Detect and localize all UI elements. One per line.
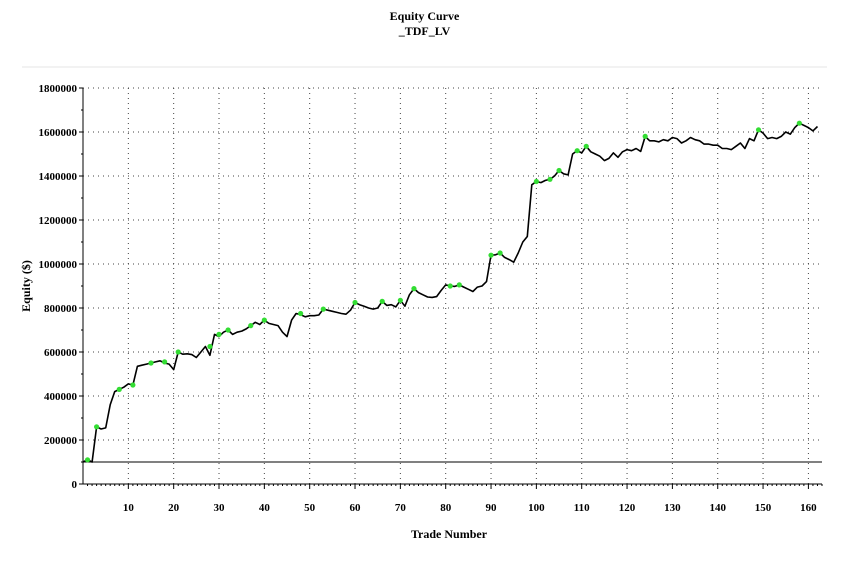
new-high-marker — [148, 360, 154, 366]
equity-line — [82, 122, 819, 463]
x-tick-label: 120 — [619, 502, 636, 514]
new-high-markers — [84, 120, 802, 463]
y-tick-label: 1400000 — [39, 171, 78, 183]
new-high-marker — [175, 349, 181, 355]
series-layer — [82, 122, 819, 463]
new-high-marker — [298, 310, 304, 317]
x-tick-label: 110 — [574, 502, 590, 514]
y-tick-label: 400000 — [44, 391, 78, 403]
new-high-marker — [447, 283, 453, 289]
x-tick-label: 30 — [214, 502, 226, 514]
new-high-marker — [130, 382, 136, 388]
chart-title: Equity Curve — [389, 9, 460, 23]
y-tick-label: 0 — [72, 479, 78, 491]
new-high-marker — [248, 323, 254, 329]
new-high-marker — [225, 327, 231, 333]
y-tick-label: 1000000 — [39, 259, 78, 271]
new-high-marker — [207, 343, 213, 350]
new-high-marker — [755, 127, 762, 133]
new-high-marker — [497, 250, 503, 256]
new-high-marker — [94, 424, 100, 430]
x-tick-label: 130 — [664, 502, 681, 514]
y-axis-label: Equity ($) — [19, 260, 33, 312]
y-tick-label: 1600000 — [39, 127, 78, 139]
y-tick-label: 1200000 — [39, 215, 78, 227]
new-high-marker — [488, 252, 494, 258]
x-tick-label: 90 — [486, 502, 498, 514]
x-tick-label: 150 — [755, 502, 772, 514]
x-tick-label: 70 — [395, 502, 407, 514]
x-tick-label: 160 — [800, 502, 817, 514]
x-axis-label: Trade Number — [411, 527, 488, 541]
x-tick-label: 140 — [709, 502, 726, 514]
x-tick-label: 40 — [259, 502, 271, 514]
new-high-marker — [533, 178, 539, 185]
x-tick-label: 20 — [168, 502, 180, 514]
new-high-marker — [411, 286, 417, 292]
x-tick-label: 50 — [304, 502, 316, 514]
chart-subtitle: _TDF_LV — [398, 24, 451, 38]
x-tick-label: 80 — [440, 502, 452, 514]
new-high-marker — [574, 148, 580, 154]
new-high-marker — [583, 143, 589, 149]
y-tick-label: 1800000 — [39, 83, 78, 95]
new-high-marker — [352, 299, 358, 306]
new-high-marker — [796, 120, 802, 126]
new-high-marker — [642, 133, 648, 139]
new-high-marker — [216, 331, 222, 337]
new-high-marker — [84, 457, 91, 463]
new-high-marker — [456, 282, 462, 288]
axes — [79, 87, 823, 489]
y-tick-label: 200000 — [44, 435, 78, 447]
new-high-marker — [116, 386, 122, 392]
x-tick-label: 100 — [528, 502, 545, 514]
tick-labels: 10 20 30 40 50 60 70 80 90 100 110 120 130 140 150 1600… — [39, 83, 818, 514]
y-tick-label: 800000 — [44, 303, 78, 315]
new-high-marker — [397, 297, 403, 303]
new-high-marker — [162, 359, 168, 365]
y-tick-label: 600000 — [44, 347, 78, 359]
new-high-marker — [547, 176, 553, 182]
new-high-marker — [320, 306, 326, 312]
x-tick-label: 10 — [123, 502, 135, 514]
new-high-marker — [379, 298, 385, 304]
x-tick-label: 60 — [350, 502, 362, 514]
grid — [83, 87, 822, 484]
new-high-marker — [261, 317, 267, 323]
new-high-marker — [556, 167, 562, 174]
